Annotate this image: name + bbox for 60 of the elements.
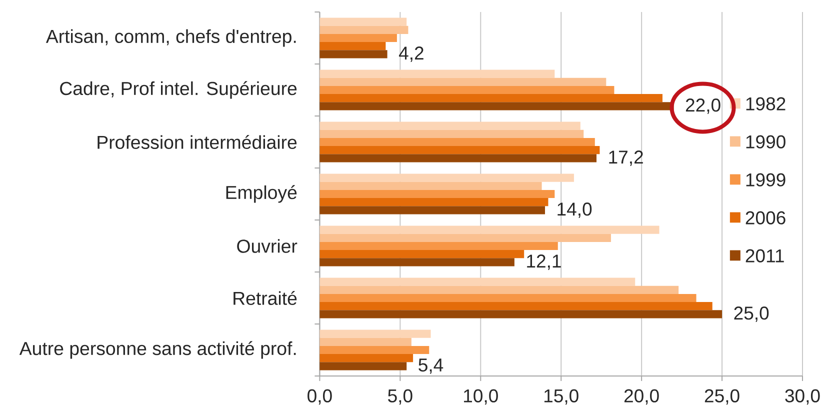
bar bbox=[320, 34, 397, 42]
data-label: 14,0 bbox=[558, 202, 592, 218]
bar bbox=[320, 174, 574, 182]
x-tick-label: 0,0 bbox=[308, 389, 332, 405]
y-tick-label: Autre personne sans activité prof. bbox=[19, 341, 296, 359]
legend-label: 1982 bbox=[746, 97, 786, 110]
bar bbox=[320, 278, 636, 286]
data-label: 4,2 bbox=[398, 46, 424, 62]
bar bbox=[320, 190, 555, 198]
bar bbox=[320, 294, 696, 302]
data-label: 17,2 bbox=[609, 150, 643, 166]
y-tick-label: Artisan, comm, chefs d'entrep. bbox=[46, 29, 296, 47]
y-tick-label: Employé bbox=[226, 185, 297, 203]
bar bbox=[320, 302, 712, 310]
data-label: 22,0 bbox=[686, 98, 720, 114]
bar bbox=[320, 206, 546, 214]
data-label: 25,0 bbox=[734, 306, 769, 322]
legend-label: 1999 bbox=[746, 173, 786, 186]
bar bbox=[320, 346, 430, 354]
bar bbox=[320, 286, 679, 294]
x-tick-label: 25,0 bbox=[704, 389, 740, 405]
bar bbox=[320, 242, 558, 250]
bar bbox=[320, 338, 412, 346]
data-label: 5,4 bbox=[418, 358, 444, 374]
bar bbox=[320, 138, 595, 146]
bar bbox=[320, 94, 662, 102]
bar bbox=[320, 234, 611, 242]
bar bbox=[320, 50, 388, 58]
data-label: 12,1 bbox=[527, 254, 561, 270]
bar bbox=[320, 310, 722, 318]
bar bbox=[320, 42, 386, 50]
y-tick-label: Profession intermédiaire bbox=[98, 135, 297, 149]
legend-label: 1990 bbox=[746, 135, 786, 148]
x-tick-label: 30,0 bbox=[785, 389, 820, 405]
y-tick-label: Ouvrier bbox=[237, 239, 298, 253]
x-tick-label: 5,0 bbox=[388, 389, 412, 405]
bar bbox=[320, 78, 606, 86]
bar bbox=[320, 70, 555, 78]
bar bbox=[320, 18, 407, 26]
legend-label: 2006 bbox=[746, 211, 786, 224]
bar bbox=[320, 122, 580, 130]
x-tick-label: 15,0 bbox=[544, 389, 578, 405]
bar bbox=[320, 130, 584, 138]
bar bbox=[320, 354, 414, 362]
y-tick-label: Cadre, Prof intel. Supérieure bbox=[60, 81, 297, 99]
bar bbox=[320, 198, 548, 206]
y-tick-label: Retraité bbox=[234, 291, 297, 305]
bar bbox=[320, 26, 408, 34]
bar bbox=[320, 250, 524, 258]
bar bbox=[320, 330, 431, 338]
bar bbox=[320, 146, 600, 154]
bar bbox=[320, 154, 597, 162]
bar bbox=[320, 86, 614, 94]
x-tick-label: 10,0 bbox=[464, 389, 498, 405]
bar bbox=[320, 258, 514, 266]
bar bbox=[320, 362, 407, 370]
bar bbox=[320, 182, 542, 190]
bar bbox=[320, 226, 660, 234]
x-tick-label: 20,0 bbox=[624, 389, 659, 405]
legend-label: 2011 bbox=[746, 249, 784, 262]
